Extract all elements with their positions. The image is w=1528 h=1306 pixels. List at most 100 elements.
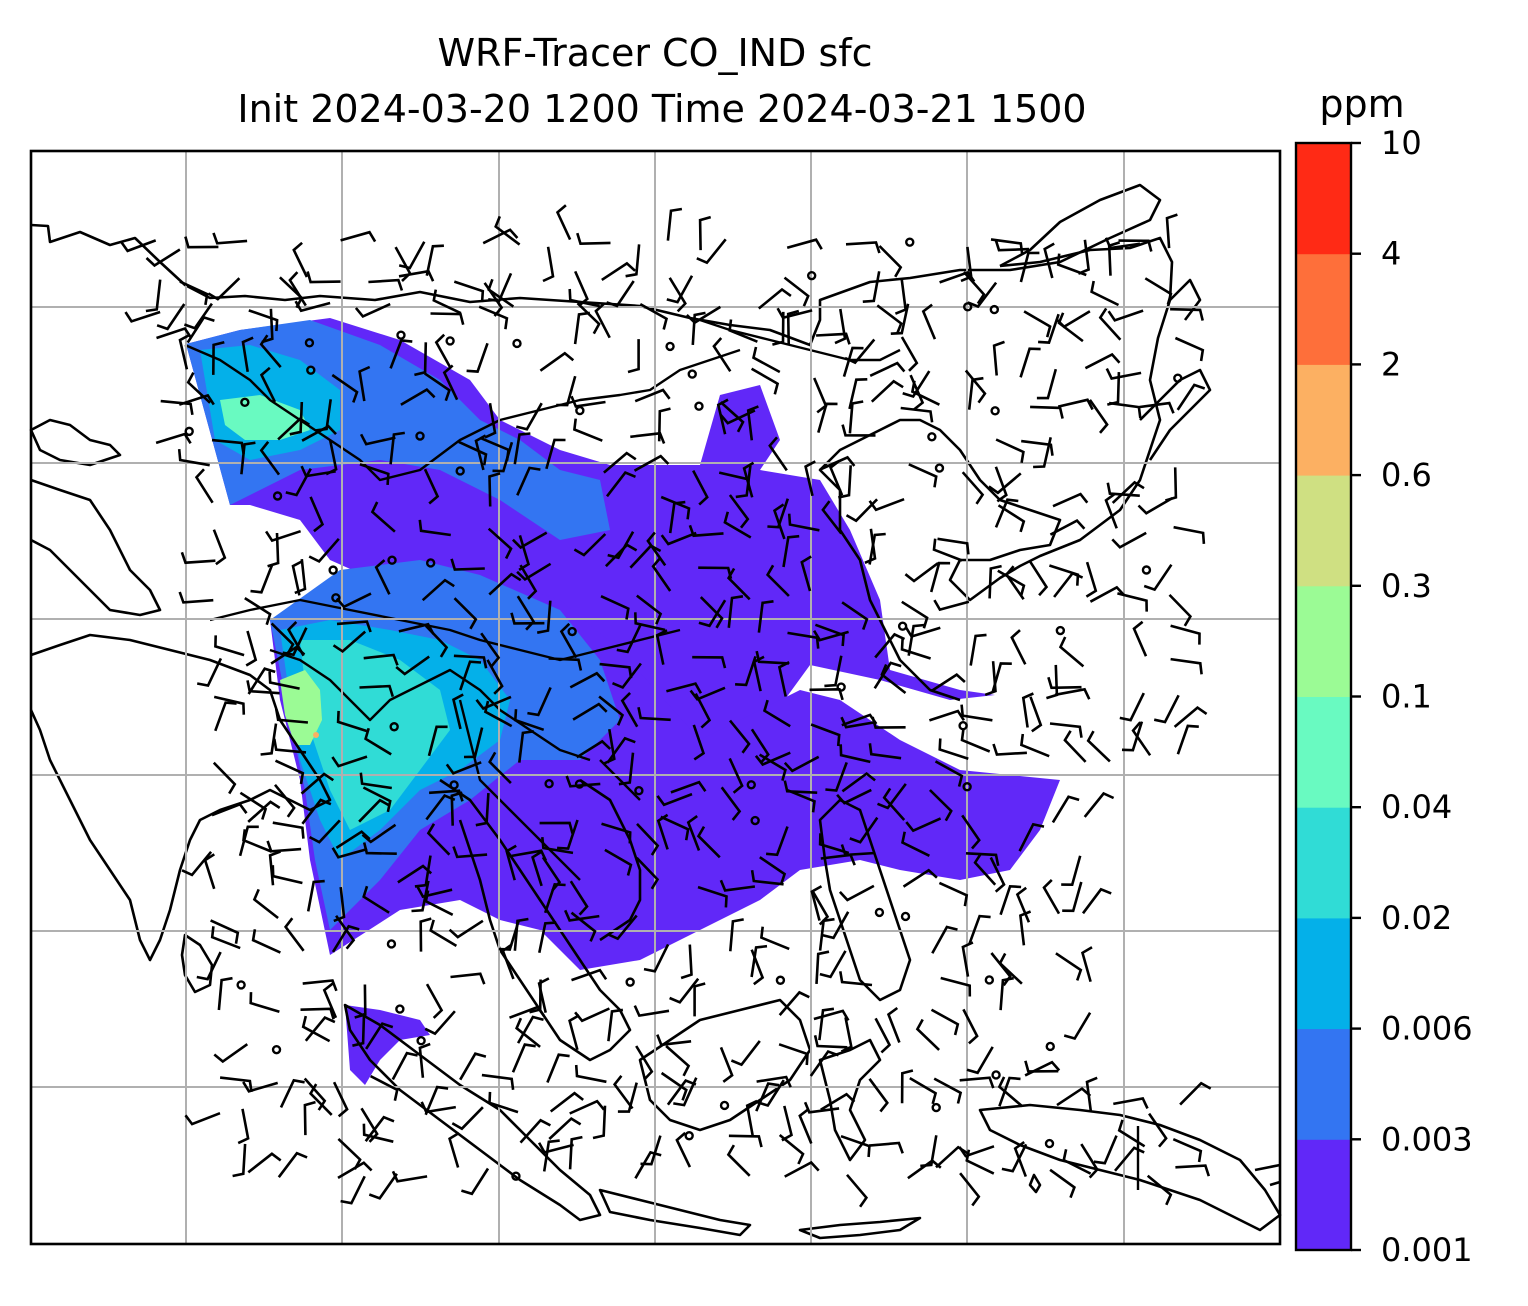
wind-barb [184,1111,221,1126]
wind-barb [301,1015,331,1043]
wind-barb-calm [511,1171,521,1181]
wind-barb [940,976,972,997]
wind-barb [576,232,611,246]
wind-barb [1121,721,1144,752]
wind-barb [505,844,517,881]
wind-barb [519,564,538,600]
wind-barb [546,1053,570,1083]
wind-barb [569,1099,606,1115]
wind-barb [303,1100,316,1136]
wind-barb [752,346,781,374]
coastline-sumatra [343,1003,602,1222]
wind-barb [994,239,1030,252]
wind-barb [488,751,512,785]
wind-barb [782,534,800,568]
wind-barb [178,333,191,370]
wind-barb [815,950,830,984]
wind-barb [300,772,335,795]
wind-barb [289,401,304,436]
wind-barb [414,855,432,888]
wind-barb-calm [684,1131,694,1141]
wind-barb [810,723,841,747]
wind-barb [213,1043,249,1064]
wind-barb [824,655,843,688]
wind-barb [337,1161,373,1180]
wind-barb [424,890,454,916]
colorbar-tick-label: 0.02 [1381,899,1452,937]
wind-barb [294,300,331,313]
wind-barb [765,564,790,597]
wind-barb [274,708,309,724]
wind-barb [633,1005,670,1018]
wind-barb [876,304,903,335]
wind-barb-calm [236,980,246,990]
wind-barb [1111,480,1145,504]
wind-barb [814,623,845,647]
wind-barb [488,472,501,507]
wind-barb-calm [1044,1138,1055,1149]
wind-barb [961,471,985,505]
wind-barb [211,802,248,817]
wind-barb [915,1018,940,1051]
wind-barb [900,406,934,423]
wind-barb [750,869,784,886]
wind-barb [908,463,938,488]
wind-barb [822,911,850,940]
wind-barb [627,339,640,374]
wind-barb [1021,692,1034,728]
wind-barb [692,655,727,669]
wind-barb [1176,724,1199,755]
wind-barb [309,496,325,533]
wind-barb-calm [184,426,194,437]
wind-barb [728,719,751,754]
wind-barb [569,671,606,689]
wind-barb [994,466,1008,503]
wind-barb [244,597,272,626]
wind-barb [868,532,886,565]
wind-barb [745,1099,758,1136]
wind-barb [178,393,215,406]
wind-barb [542,1139,560,1172]
wind-barb-calm [984,975,995,985]
wind-barb [1174,336,1205,362]
wind-barb [391,1051,418,1081]
wind-barb [451,1106,484,1131]
wind-barb [1023,310,1052,338]
wind-barb [639,302,669,330]
wind-barb-calm [455,466,465,476]
colorbar-swatch-9 [1296,143,1351,255]
wind-barb [999,976,1014,1011]
wind-barb [776,307,813,320]
wind-barb [288,271,307,307]
wind-barb-calm [806,270,817,281]
wind-barb [555,204,572,241]
wind-barb [839,971,873,987]
field-level-6 [280,670,322,745]
wind-barb [194,468,214,504]
wind-barb-calm [900,911,911,922]
wind-barb [271,865,303,885]
wind-barb [712,337,732,373]
wind-barb [838,465,852,499]
wind-barb [699,596,724,629]
wind-barb [692,724,706,761]
wind-barb [203,853,216,890]
wind-barb [688,524,724,538]
wind-barb-calm [836,682,846,692]
wind-barb [959,1076,995,1089]
wind-barb [1146,1174,1173,1206]
wind-barb [570,395,606,408]
wind-barb [696,825,721,859]
gridlines [31,151,1280,1244]
wind-barb [930,1008,960,1036]
wind-barb [767,498,790,529]
wind-barb [646,531,667,567]
wind-barb [210,919,240,944]
wind-barb-calm [386,939,397,949]
wind-barb [124,310,161,323]
wind-barb [1170,657,1203,675]
wind-barb [452,693,464,730]
colorbar-swatch-8 [1296,253,1351,365]
wind-barb [1024,1060,1059,1073]
wind-barb [531,850,543,887]
